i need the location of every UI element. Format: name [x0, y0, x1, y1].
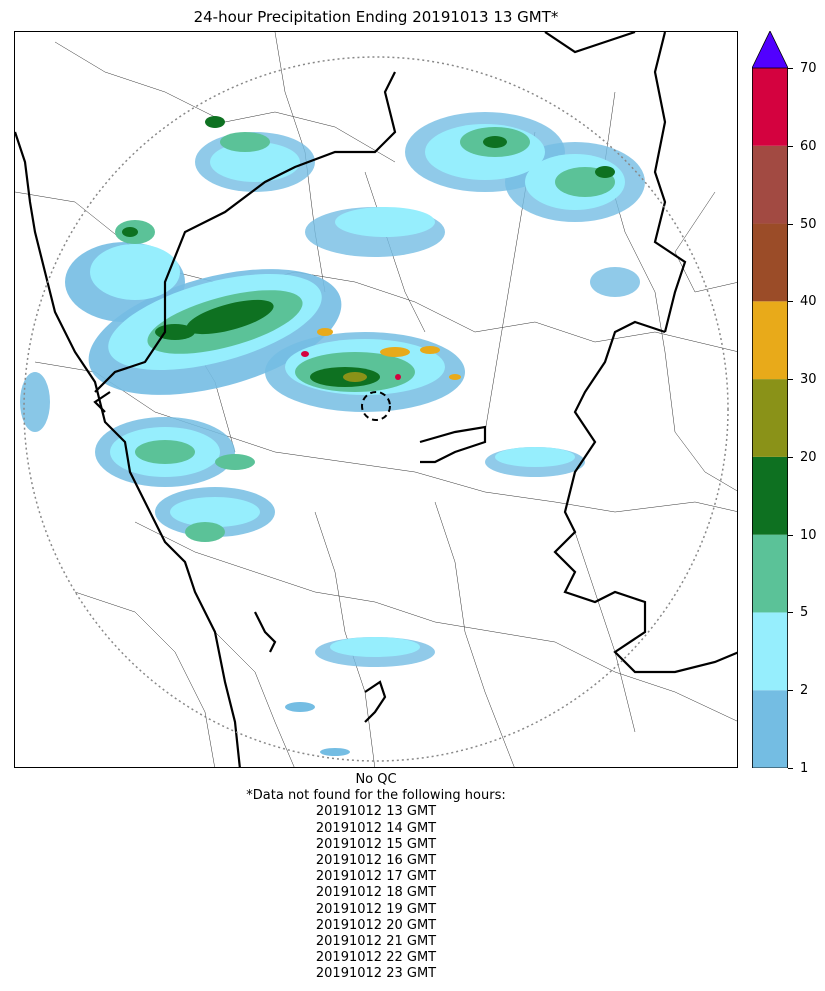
footnote: No QC *Data not found for the following … [0, 772, 752, 983]
colorbar-tick-label: 70 [800, 61, 817, 76]
colorbar-tick [788, 223, 793, 225]
missing-hour: 20191012 21 GMT [315, 934, 437, 950]
colorbar-tick [788, 301, 793, 303]
colorbar-tick [788, 690, 793, 692]
colorbar-segment [752, 301, 788, 380]
missing-hour: 20191012 20 GMT [315, 917, 437, 933]
colorbar-tick-label: 60 [800, 138, 817, 154]
colorbar-tick [788, 768, 793, 769]
colorbar-tick [788, 68, 793, 69]
colorbar-segment [752, 534, 788, 613]
missing-hour: 20191012 18 GMT [315, 885, 437, 901]
colorbar-svg [752, 67, 788, 769]
colorbar-segment [752, 68, 788, 146]
precipitation-map-svg [15, 32, 737, 767]
range-ring [23, 56, 729, 762]
qc-status: No QC [355, 772, 397, 787]
missing-hour: 20191012 15 GMT [315, 836, 437, 852]
colorbar-segment [752, 379, 788, 457]
colorbar-segment [752, 456, 788, 535]
radar-site-ring [361, 391, 391, 421]
colorbar-tick-label: 2 [800, 683, 809, 699]
state-borders [15, 32, 737, 767]
colorbar-tick-label: 20 [800, 449, 817, 465]
colorbar-tick-label: 40 [800, 294, 817, 310]
missing-hour: 20191012 16 GMT [315, 853, 437, 869]
colorbar-tick-label: 30 [800, 372, 817, 388]
colorbar-tick [788, 379, 793, 381]
missing-hour: 20191012 13 GMT [315, 804, 437, 820]
precipitation-field [20, 112, 645, 756]
missing-data-header: *Data not found for the following hours: [246, 788, 506, 804]
missing-hour: 20191012 22 GMT [315, 950, 437, 966]
colorbar-tick-label: 50 [800, 216, 817, 232]
colorbar-extend-triangle [752, 31, 788, 69]
colorbar-segment [752, 223, 788, 302]
colorbar-segment [752, 612, 788, 691]
colorbar-segment [752, 690, 788, 768]
missing-hour: 20191012 19 GMT [315, 901, 437, 917]
colorbar-tick-label: 10 [800, 527, 817, 543]
map-title: 24-hour Precipitation Ending 20191013 13… [193, 8, 559, 26]
colorbar-tick [788, 612, 793, 614]
colorbar-tick [788, 456, 793, 458]
missing-hour: 20191012 23 GMT [315, 966, 437, 982]
colorbar-segment [752, 145, 788, 224]
colorbar-tick-label: 1 [800, 761, 809, 776]
colorbar-tick-label: 5 [800, 605, 809, 621]
colorbar [752, 67, 788, 769]
missing-hour: 20191012 17 GMT [315, 869, 437, 885]
colorbar-tick [788, 534, 793, 536]
missing-hour: 20191012 14 GMT [315, 820, 437, 836]
colorbar-tick [788, 145, 793, 147]
radar-map [14, 31, 738, 768]
